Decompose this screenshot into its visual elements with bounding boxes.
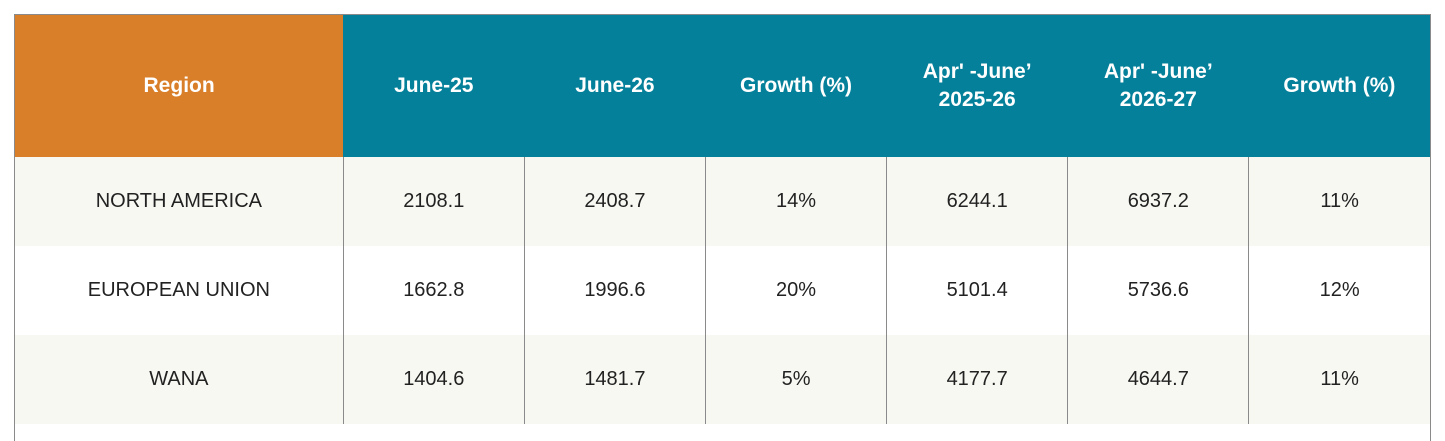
- cell-growth-quarterly: 12%: [1248, 246, 1430, 335]
- header-growth-quarterly: Growth (%): [1248, 15, 1430, 157]
- cell-june-26: 1996.6: [523, 246, 706, 335]
- cell-apr-june-2026-27: 6937.2: [1067, 157, 1249, 246]
- cell-region: WANA: [15, 335, 344, 424]
- cell-june-25: 1662.8: [342, 246, 525, 335]
- cell-apr-june-2026-27: 4644.7: [1067, 335, 1249, 424]
- cell-growth-monthly: 20%: [704, 246, 887, 335]
- cell-apr-june-2025-26: 6244.1: [886, 157, 1068, 246]
- header-growth-monthly: Growth (%): [705, 15, 887, 157]
- header-june-25: June-25: [343, 15, 525, 157]
- cell-apr-june-2025-26: 5101.4: [886, 246, 1068, 335]
- export-table-container: Region June-25 June-26 Growth (%) Apr' -…: [14, 14, 1431, 441]
- header-apr-june-2025-26: Apr' -June’ 2025-26: [886, 15, 1068, 157]
- cell-growth-monthly: 14%: [704, 157, 887, 246]
- cell-june-26: 1481.7: [523, 335, 706, 424]
- cell-june-25: 1404.6: [342, 335, 525, 424]
- table-row: EUROPEAN UNION 1662.8 1996.6 20% 5101.4 …: [15, 246, 1430, 335]
- cell-growth-quarterly: 11%: [1248, 157, 1430, 246]
- cell-region: EUROPEAN UNION: [15, 246, 344, 335]
- cell-apr-june-2025-26: 4177.7: [886, 335, 1068, 424]
- cell-june-25: 2108.1: [342, 157, 525, 246]
- header-region: Region: [15, 15, 344, 157]
- table-row: NORTH AMERICA 2108.1 2408.7 14% 6244.1 6…: [15, 157, 1430, 246]
- table-row: WANA 1404.6 1481.7 5% 4177.7 4644.7 11%: [15, 335, 1430, 424]
- cell-growth-monthly: 5%: [704, 335, 887, 424]
- export-growth-table: Region June-25 June-26 Growth (%) Apr' -…: [15, 15, 1430, 424]
- cell-june-26: 2408.7: [523, 157, 706, 246]
- cell-growth-quarterly: 11%: [1248, 335, 1430, 424]
- header-june-26: June-26: [524, 15, 706, 157]
- header-apr-june-2026-27: Apr' -June’ 2026-27: [1067, 15, 1249, 157]
- cell-region: NORTH AMERICA: [15, 157, 344, 246]
- table-header-row: Region June-25 June-26 Growth (%) Apr' -…: [15, 15, 1430, 157]
- cell-apr-june-2026-27: 5736.6: [1067, 246, 1249, 335]
